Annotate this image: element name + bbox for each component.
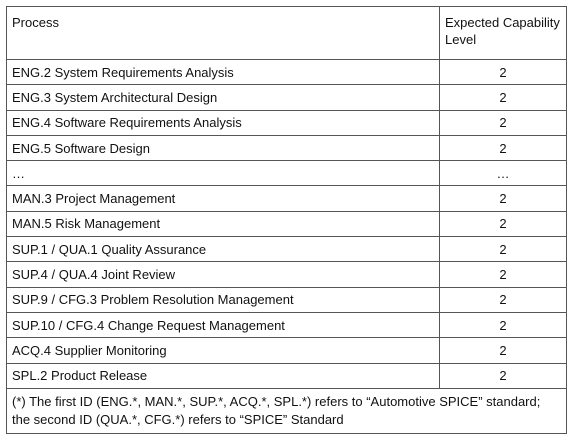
table-row: …… [6,160,567,187]
process-cell: MAN.3 Project Management [6,185,440,212]
level-cell: 2 [439,185,567,212]
process-cell: MAN.5 Risk Management [6,210,440,238]
header-row: Process Expected Capability Level [6,6,567,60]
header-cell: Process [6,6,440,60]
level-cell: 2 [439,261,567,288]
footnote: (*) The first ID (ENG.*, MAN.*, SUP.*, A… [6,387,567,434]
level-cell: 2 [439,311,567,339]
process-cell: ACQ.4 Supplier Monitoring [6,337,440,364]
table-row: SPL.2 Product Release 2 [6,362,567,389]
level-cell: 2 [439,236,567,263]
process-cell: SUP.1 / QUA.1 Quality Assurance [6,236,440,263]
table-row: MAN.3 Project Management 2 [6,185,567,212]
process-cell: SUP.4 / QUA.4 Joint Review [6,261,440,288]
level-cell: 2 [439,286,567,313]
table-row: SUP.4 / QUA.4 Joint Review 2 [6,261,567,288]
process-cell: SPL.2 Product Release [6,362,440,389]
level-cell: 2 [439,337,567,364]
table-row: SUP.10 / CFG.4 Change Request Management… [6,311,567,339]
level-cell: 2 [439,134,567,162]
level-cell: 2 [439,109,567,136]
table-row: SUP.1 / QUA.1 Quality Assurance 2 [6,236,567,263]
table-row: ENG.2 System Requirements Analysis 2 [6,58,567,86]
process-cell: ENG.5 Software Design [6,134,440,162]
table-row: ENG.4 Software Requirements Analysis 2 [6,109,567,136]
table-row: MAN.5 Risk Management 2 [6,210,567,238]
process-cell: ENG.3 System Architectural Design [6,84,440,111]
process-cell: … [6,160,440,187]
level-cell: 2 [439,210,567,238]
process-cell: SUP.9 / CFG.3 Problem Resolution Managem… [6,286,440,313]
header-cell: Expected Capability Level [439,6,567,60]
table-row: ENG.3 System Architectural Design 2 [6,84,567,111]
table-body: Process Expected Capability Level ENG.2 … [6,6,567,434]
process-cell: SUP.10 / CFG.4 Change Request Management [6,311,440,339]
level-cell: 2 [439,58,567,86]
table-row: ENG.5 Software Design 2 [6,134,567,162]
process-cell: ENG.4 Software Requirements Analysis [6,109,440,136]
table-row: ACQ.4 Supplier Monitoring 2 [6,337,567,364]
level-cell: 2 [439,362,567,389]
table-row: SUP.9 / CFG.3 Problem Resolution Managem… [6,286,567,313]
process-table: Process Expected Capability Level ENG.2 … [6,6,567,434]
level-cell: … [439,160,567,187]
footnote-row: (*) The first ID (ENG.*, MAN.*, SUP.*, A… [6,387,567,434]
process-cell: ENG.2 System Requirements Analysis [6,58,440,86]
level-cell: 2 [439,84,567,111]
